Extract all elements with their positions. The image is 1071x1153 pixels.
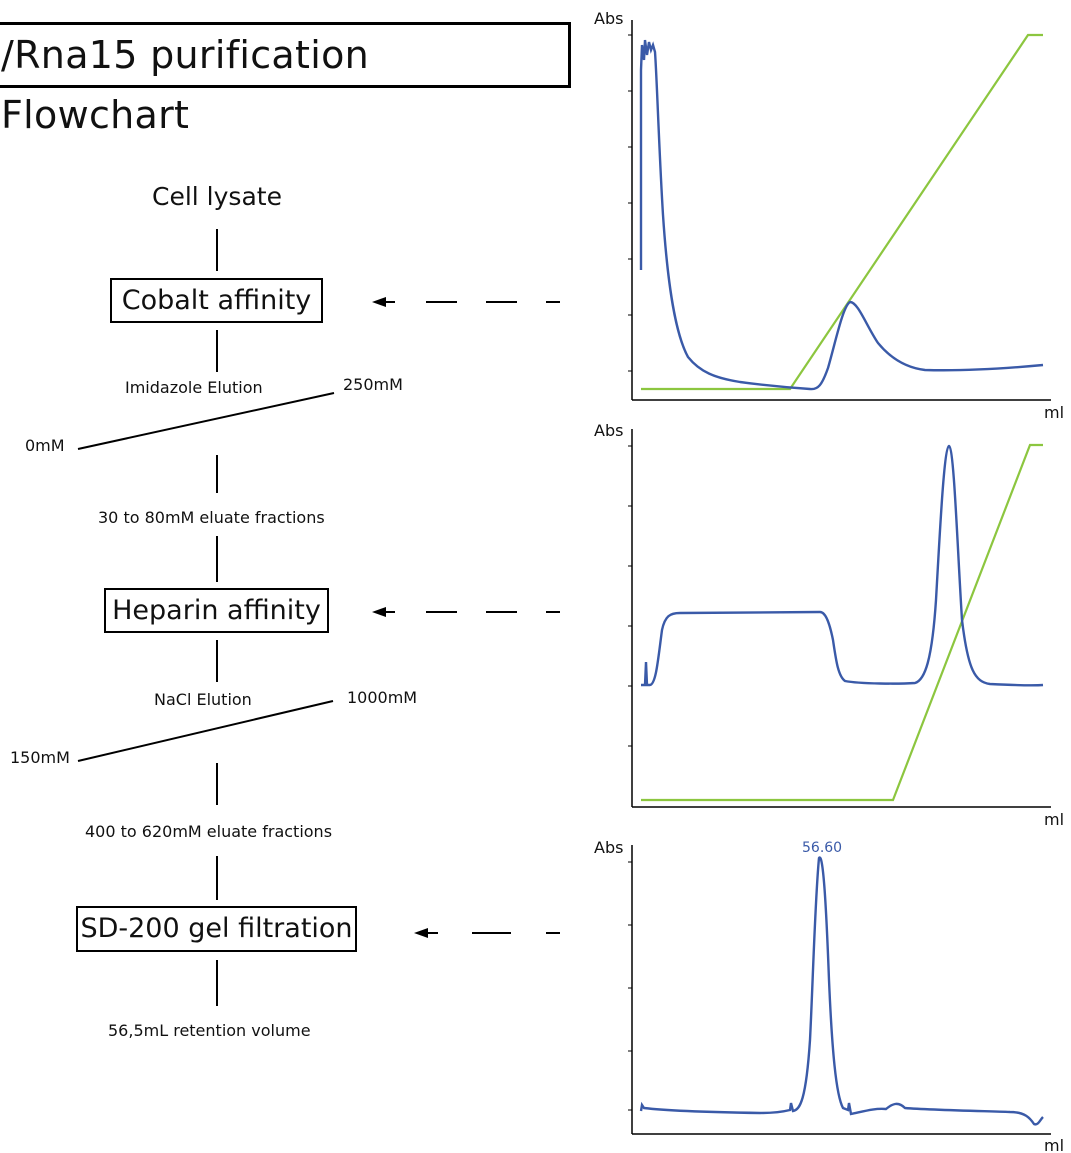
elution2-low: 150mM — [10, 748, 70, 767]
chart3-absorbance-trace — [639, 856, 1044, 1126]
elution1-high: 250mM — [343, 375, 403, 394]
gradient-wedge-imidazole — [77, 392, 335, 450]
chart1-gradient-line — [641, 33, 1043, 391]
chart1-absorbance-trace — [639, 39, 1044, 391]
chart1-y-label: Abs — [594, 9, 623, 28]
chart-gel-filtration: Abs ml 56.60 — [594, 838, 1064, 1153]
retention-label: 56,5mL retention volume — [108, 1021, 311, 1040]
chart2-absorbance-trace — [641, 444, 1044, 687]
chart2-x-label: ml — [1044, 810, 1064, 829]
step-heparin-affinity: Heparin affinity — [104, 588, 329, 633]
elution2-label: NaCl Elution — [154, 690, 252, 709]
connector-6 — [216, 763, 218, 805]
dashed-arrow-heparin — [372, 607, 560, 617]
dashed-arrow-gel-filtration — [414, 928, 560, 938]
flowchart-title: /Rna15 purification Flowchart — [0, 22, 571, 137]
step-cobalt-affinity: Cobalt affinity — [110, 278, 323, 323]
chart3-peak-label: 56.60 — [802, 840, 842, 856]
chart2-y-label: Abs — [594, 421, 623, 440]
chart2-gradient-line — [641, 443, 1043, 802]
elution1-label: Imidazole Elution — [125, 378, 263, 397]
elution2-high: 1000mM — [347, 688, 418, 707]
dashed-arrow-cobalt — [372, 297, 560, 307]
connector-3 — [216, 455, 218, 493]
chart3-y-label: Abs — [594, 838, 623, 857]
start-label: Cell lysate — [152, 182, 282, 211]
connector-5 — [216, 640, 218, 682]
step-gel-filtration: SD-200 gel filtration — [76, 906, 357, 952]
chart-heparin: Abs ml — [594, 421, 1064, 829]
elution1-low: 0mM — [25, 436, 65, 455]
fractions2-label: 400 to 620mM eluate fractions — [85, 822, 333, 841]
gradient-wedge-nacl — [77, 700, 334, 762]
connector-8 — [216, 960, 218, 1006]
chart1-x-label: ml — [1044, 403, 1064, 422]
chart-cobalt: Abs ml — [594, 9, 1064, 422]
connector-1 — [216, 229, 218, 271]
connector-2 — [216, 330, 218, 372]
connector-4 — [216, 536, 218, 582]
fractions1-label: 30 to 80mM eluate fractions — [98, 508, 325, 527]
chart3-x-label: ml — [1044, 1136, 1064, 1153]
connector-7 — [216, 856, 218, 900]
